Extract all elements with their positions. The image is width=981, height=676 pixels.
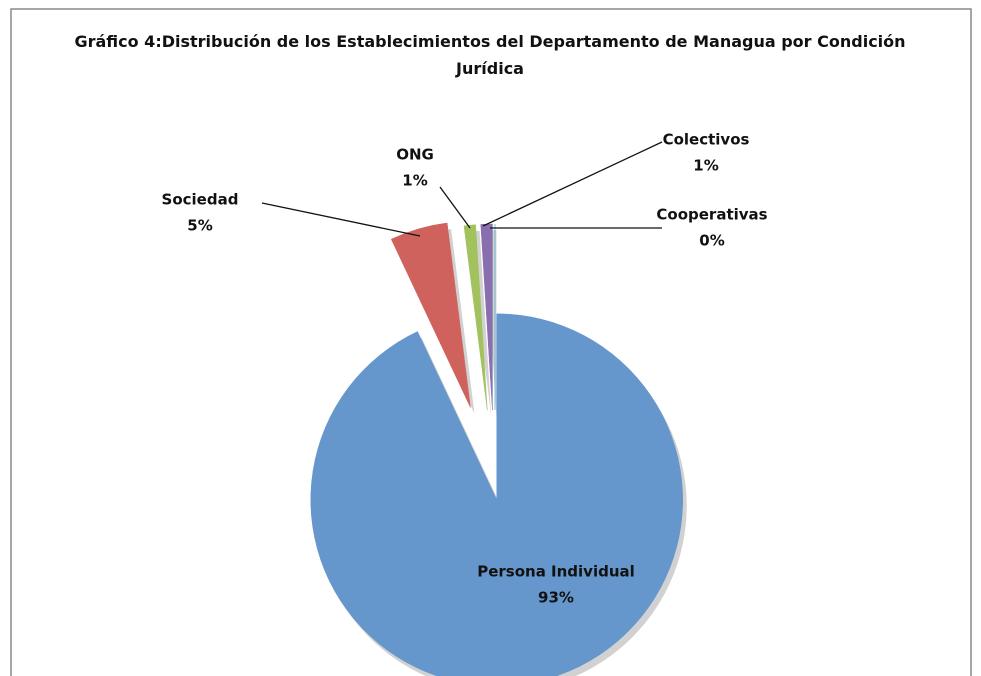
slice-category-label: Colectivos	[663, 131, 750, 149]
slice-value-label: 1%	[402, 172, 427, 190]
slice-category-label: ONG	[396, 146, 434, 164]
slice-category-label: Sociedad	[162, 191, 239, 209]
leader-line	[482, 141, 663, 227]
slice-value-label: 0%	[699, 232, 724, 250]
slice-category-label: Cooperativas	[656, 206, 767, 224]
slice-category-label: Persona Individual	[477, 563, 635, 581]
pie-slice	[463, 224, 488, 411]
slice-value-label: 5%	[187, 217, 212, 235]
chart-title: Gráfico 4:Distribución de los Establecim…	[74, 32, 906, 78]
slice-value-label: 1%	[693, 157, 718, 175]
leader-line	[439, 186, 471, 229]
pie-slice	[310, 313, 683, 676]
slice-value-label: 93%	[538, 589, 574, 607]
leader-line	[261, 202, 421, 237]
pie-slice	[390, 222, 471, 408]
